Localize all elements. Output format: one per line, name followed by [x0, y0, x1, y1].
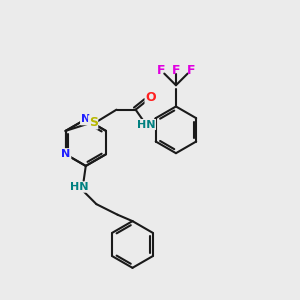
Text: F: F: [157, 64, 165, 77]
Text: O: O: [145, 92, 156, 104]
Text: F: F: [172, 64, 180, 77]
Text: F: F: [187, 64, 195, 77]
Text: HN: HN: [137, 119, 155, 130]
Text: N: N: [61, 149, 70, 159]
Text: S: S: [89, 116, 98, 129]
Text: HN: HN: [70, 182, 89, 192]
Text: N: N: [81, 114, 90, 124]
